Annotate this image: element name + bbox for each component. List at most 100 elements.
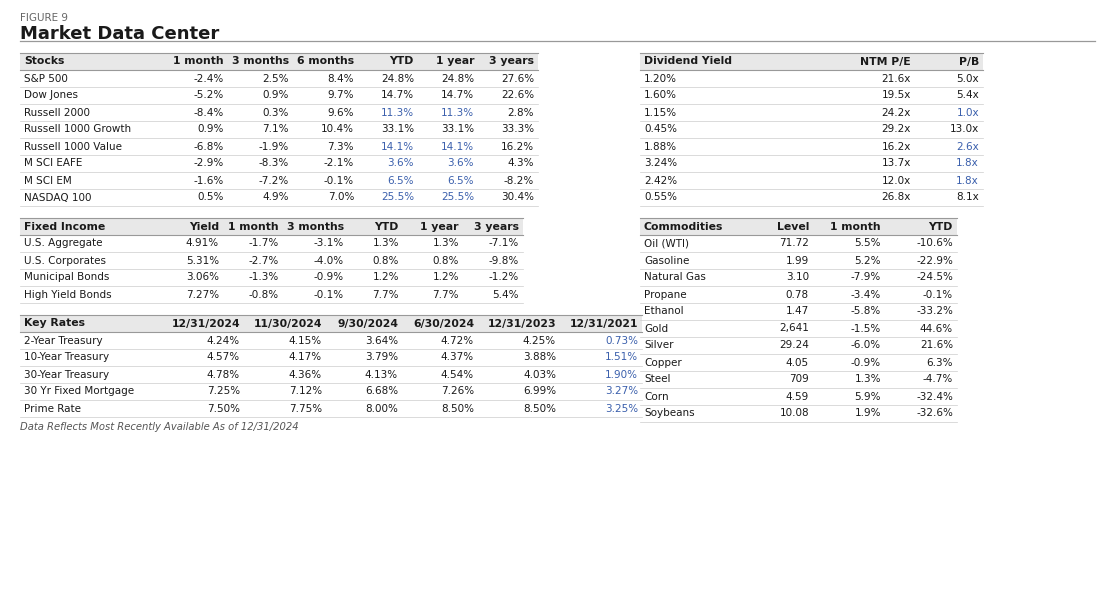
Text: 4.17%: 4.17%	[289, 352, 322, 362]
Text: 8.50%: 8.50%	[523, 403, 556, 413]
Text: -7.1%: -7.1%	[488, 238, 518, 249]
Text: 6.3%: 6.3%	[927, 357, 953, 368]
Text: 1.47: 1.47	[786, 306, 809, 316]
Text: YTD: YTD	[929, 222, 953, 231]
Text: 24.8%: 24.8%	[440, 74, 474, 84]
Text: Dow Jones: Dow Jones	[25, 90, 78, 101]
Text: 2,641: 2,641	[779, 324, 809, 333]
Text: 8.00%: 8.00%	[365, 403, 398, 413]
Text: Data Reflects Most Recently Available As of 12/31/2024: Data Reflects Most Recently Available As…	[20, 422, 299, 432]
Text: 0.45%: 0.45%	[644, 125, 677, 134]
Text: Municipal Bonds: Municipal Bonds	[25, 273, 109, 282]
Text: 3.6%: 3.6%	[447, 158, 474, 168]
Text: 5.0x: 5.0x	[957, 74, 979, 84]
Text: 4.91%: 4.91%	[186, 238, 219, 249]
Text: -5.8%: -5.8%	[851, 306, 881, 316]
Text: 33.3%: 33.3%	[501, 125, 534, 134]
Text: 0.3%: 0.3%	[263, 107, 289, 117]
Bar	[20, 315, 642, 332]
Text: 1 month: 1 month	[173, 56, 224, 66]
Text: 4.72%: 4.72%	[440, 335, 474, 346]
Text: 4.13%: 4.13%	[365, 370, 398, 379]
Text: 13.7x: 13.7x	[882, 158, 911, 168]
Text: -2.9%: -2.9%	[194, 158, 224, 168]
Text: Yield: Yield	[188, 222, 219, 231]
Text: 1.2%: 1.2%	[433, 273, 459, 282]
Text: -4.7%: -4.7%	[923, 375, 953, 384]
Text: 4.57%: 4.57%	[207, 352, 240, 362]
Text: 1.99: 1.99	[786, 255, 809, 265]
Text: 14.1%: 14.1%	[381, 141, 414, 152]
Text: Gasoline: Gasoline	[644, 255, 689, 265]
Text: NTM P/E: NTM P/E	[861, 56, 911, 66]
Text: 5.4%: 5.4%	[493, 289, 518, 300]
Text: -1.7%: -1.7%	[249, 238, 279, 249]
Text: 2.5%: 2.5%	[262, 74, 289, 84]
Text: 1.3%: 1.3%	[854, 375, 881, 384]
Text: 1.88%: 1.88%	[644, 141, 677, 152]
Text: 44.6%: 44.6%	[920, 324, 953, 333]
Text: 0.8%: 0.8%	[433, 255, 459, 265]
Text: 5.31%: 5.31%	[186, 255, 219, 265]
Text: 1 year: 1 year	[420, 222, 459, 231]
Text: Propane: Propane	[644, 289, 687, 300]
Text: 30-Year Treasury: 30-Year Treasury	[25, 370, 109, 379]
Text: Russell 1000 Growth: Russell 1000 Growth	[25, 125, 132, 134]
Text: -8.4%: -8.4%	[194, 107, 224, 117]
Text: -22.9%: -22.9%	[917, 255, 953, 265]
Text: 11.3%: 11.3%	[440, 107, 474, 117]
Text: 10-Year Treasury: 10-Year Treasury	[25, 352, 109, 362]
Text: 6/30/2024: 6/30/2024	[413, 319, 474, 328]
Text: 7.12%: 7.12%	[289, 386, 322, 397]
Text: 3.24%: 3.24%	[644, 158, 677, 168]
Text: 1 month: 1 month	[831, 222, 881, 231]
Text: 2.8%: 2.8%	[507, 107, 534, 117]
Text: 9.7%: 9.7%	[328, 90, 353, 101]
Text: 0.55%: 0.55%	[644, 193, 677, 203]
Text: M SCI EM: M SCI EM	[25, 176, 71, 185]
Text: 7.26%: 7.26%	[440, 386, 474, 397]
Text: 2.42%: 2.42%	[644, 176, 677, 185]
Text: 4.37%: 4.37%	[440, 352, 474, 362]
Text: 12.0x: 12.0x	[882, 176, 911, 185]
Text: 8.50%: 8.50%	[442, 403, 474, 413]
Text: -9.8%: -9.8%	[488, 255, 518, 265]
Text: -4.0%: -4.0%	[314, 255, 345, 265]
Text: 21.6%: 21.6%	[920, 341, 953, 351]
Text: 1.60%: 1.60%	[644, 90, 677, 101]
Text: 14.1%: 14.1%	[440, 141, 474, 152]
Text: 6.68%: 6.68%	[365, 386, 398, 397]
Text: 24.2x: 24.2x	[882, 107, 911, 117]
Text: 9.6%: 9.6%	[328, 107, 353, 117]
Text: 3 months: 3 months	[232, 56, 289, 66]
Text: Silver: Silver	[644, 341, 673, 351]
Text: 3.88%: 3.88%	[523, 352, 556, 362]
Text: High Yield Bonds: High Yield Bonds	[25, 289, 112, 300]
Text: -2.4%: -2.4%	[194, 74, 224, 84]
Text: 8.1x: 8.1x	[957, 193, 979, 203]
Text: 4.59: 4.59	[786, 392, 809, 402]
Text: 12/31/2024: 12/31/2024	[172, 319, 240, 328]
Text: 7.50%: 7.50%	[207, 403, 240, 413]
Text: 3.6%: 3.6%	[388, 158, 414, 168]
Text: 19.5x: 19.5x	[882, 90, 911, 101]
Text: -1.6%: -1.6%	[194, 176, 224, 185]
Text: YTD: YTD	[375, 222, 399, 231]
Text: 10.4%: 10.4%	[321, 125, 353, 134]
Text: -32.6%: -32.6%	[917, 408, 953, 419]
Text: U.S. Aggregate: U.S. Aggregate	[25, 238, 103, 249]
Text: 1.20%: 1.20%	[644, 74, 677, 84]
Text: Commodities: Commodities	[644, 222, 724, 231]
Text: 5.9%: 5.9%	[854, 392, 881, 402]
Text: 4.54%: 4.54%	[440, 370, 474, 379]
Text: -6.0%: -6.0%	[851, 341, 881, 351]
Text: 14.7%: 14.7%	[440, 90, 474, 101]
Text: 3 years: 3 years	[489, 56, 534, 66]
Text: -5.2%: -5.2%	[194, 90, 224, 101]
Text: 3.25%: 3.25%	[604, 403, 638, 413]
Text: P/B: P/B	[959, 56, 979, 66]
Text: 8.4%: 8.4%	[328, 74, 353, 84]
Bar	[20, 53, 539, 70]
Text: 3 months: 3 months	[287, 222, 345, 231]
Text: 26.8x: 26.8x	[882, 193, 911, 203]
